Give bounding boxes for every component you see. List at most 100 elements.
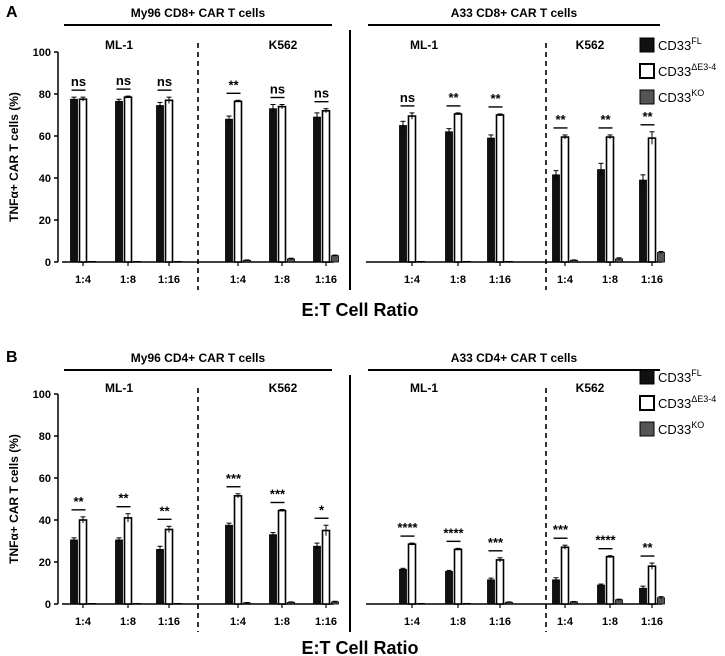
x-tick-label: 1:8 [602, 616, 618, 628]
bar-fl-ml-1-1to4 [399, 125, 407, 263]
legend-label-superscript: KO [691, 88, 704, 98]
bar-fl-k562-1to16 [313, 116, 321, 263]
target-label: ML-1 [410, 381, 438, 395]
x-tick-label: 1:8 [274, 616, 290, 628]
target-label: ML-1 [105, 38, 133, 52]
bar-fl-k562-1to4 [552, 174, 560, 263]
x-tick-label: 1:8 [274, 274, 290, 286]
bar-fl-k562-1to4 [552, 579, 560, 605]
bar-ko-k562-1to16 [657, 252, 665, 263]
x-tick-label: 1:4 [75, 274, 92, 286]
legend-label-base: CD33 [658, 422, 691, 437]
bar-e34-k562-1to8 [277, 509, 287, 605]
bar-fl-k562-1to16 [313, 545, 321, 605]
legend-swatch-e34 [639, 395, 655, 411]
legend-label-base: CD33 [658, 90, 691, 105]
legend-swatch-ko [639, 421, 655, 437]
bar-fl-k562-1to16 [639, 587, 647, 605]
x-tick-label: 1:16 [158, 616, 180, 628]
bar-fl-k562-1to16 [639, 179, 647, 263]
significance-label: * [319, 502, 325, 517]
target-label: K562 [576, 38, 605, 52]
bar-e34-k562-1to4 [233, 495, 243, 605]
significance-label: ** [118, 491, 129, 506]
significance-label: ** [555, 112, 566, 127]
bar-e34-k562-1to8 [277, 105, 287, 263]
target-label: K562 [269, 381, 298, 395]
bar-fl-k562-1to8 [269, 534, 277, 605]
y-tick-label: 20 [39, 557, 51, 569]
target-label: K562 [576, 381, 605, 395]
bar-fl-ml-1-1to16 [156, 105, 164, 263]
significance-label: ns [71, 74, 86, 89]
bar-e34-ml-1-1to8 [453, 113, 463, 263]
target-label: ML-1 [410, 38, 438, 52]
bar-fl-k562-1to8 [597, 169, 605, 263]
y-tick-label: 80 [39, 431, 51, 443]
x-tick-label: 1:16 [641, 616, 663, 628]
legend-swatch-e34 [639, 63, 655, 79]
x-tick-label: 1:8 [450, 274, 466, 286]
x-tick-label: 1:16 [315, 274, 337, 286]
legend-label-e34: CD33ΔE3-4 [658, 62, 716, 79]
legend-swatch-fl [639, 369, 655, 385]
significance-label: *** [488, 535, 504, 550]
x-tick-label: 1:8 [450, 616, 466, 628]
x-tick-label: 1:4 [230, 616, 247, 628]
bar-e34-k562-1to4 [560, 546, 570, 605]
bar-ko-ml-1-1to4 [88, 603, 96, 605]
bar-ko-ml-1-1to4 [417, 260, 425, 263]
bar-e34-ml-1-1to4 [407, 115, 417, 263]
y-tick-label: 100 [33, 389, 51, 401]
significance-label: **** [397, 520, 418, 535]
significance-label: *** [553, 522, 569, 537]
bar-ko-ml-1-1to8 [133, 260, 141, 263]
bar-fl-ml-1-1to8 [445, 131, 453, 263]
group-title: A33 CD4+ CAR T cells [451, 351, 578, 365]
y-tick-label: 0 [45, 599, 51, 611]
significance-label: ns [157, 74, 172, 89]
bar-ko-ml-1-1to8 [463, 260, 471, 263]
x-axis-label: E:T Cell Ratio [301, 300, 418, 320]
significance-label: ns [314, 86, 329, 101]
bar-e34-ml-1-1to8 [123, 517, 133, 605]
bar-ko-ml-1-1to16 [174, 603, 182, 605]
bar-fl-ml-1-1to16 [487, 137, 495, 263]
legend-label-base: CD33 [658, 370, 691, 385]
legend-label-base: CD33 [658, 396, 691, 411]
panel-letter: B [6, 349, 18, 366]
significance-label: ** [228, 77, 239, 92]
bar-ko-ml-1-1to8 [463, 602, 471, 605]
bar-e34-ml-1-1to8 [453, 548, 463, 605]
legend-label-superscript: ΔE3-4 [691, 394, 716, 404]
bar-fl-ml-1-1to8 [445, 571, 453, 605]
legend-label-fl: CD33FL [658, 36, 702, 53]
y-axis-label: TNFα+ CAR T cells (%) [7, 434, 21, 564]
bar-ko-ml-1-1to8 [133, 603, 141, 605]
significance-label: ns [270, 82, 285, 97]
bar-fl-k562-1to8 [269, 108, 277, 263]
significance-label: *** [270, 487, 286, 502]
bar-e34-ml-1-1to16 [164, 99, 174, 263]
significance-label: *** [226, 471, 242, 486]
x-tick-label: 1:16 [158, 274, 180, 286]
bar-e34-ml-1-1to4 [407, 543, 417, 605]
bar-fl-ml-1-1to4 [70, 98, 78, 263]
significance-label: ** [642, 540, 653, 555]
bar-e34-ml-1-1to8 [123, 96, 133, 263]
legend-label-ko: CD33KO [658, 88, 704, 105]
x-tick-label: 1:8 [120, 616, 136, 628]
x-tick-label: 1:4 [230, 274, 247, 286]
x-tick-label: 1:4 [75, 616, 92, 628]
target-label: ML-1 [105, 381, 133, 395]
bar-e34-ml-1-1to16 [495, 114, 505, 263]
group-title: A33 CD8+ CAR T cells [451, 6, 578, 20]
bar-e34-k562-1to16 [647, 565, 657, 605]
y-axis-label: TNFα+ CAR T cells (%) [7, 92, 21, 222]
y-tick-label: 40 [39, 515, 51, 527]
x-tick-label: 1:8 [602, 274, 618, 286]
panel-b: B 0 20 40 60 80 100 TNFα+ CAR T cells (%) My96 C… [6, 349, 665, 656]
legend-label-base: CD33 [658, 38, 691, 53]
